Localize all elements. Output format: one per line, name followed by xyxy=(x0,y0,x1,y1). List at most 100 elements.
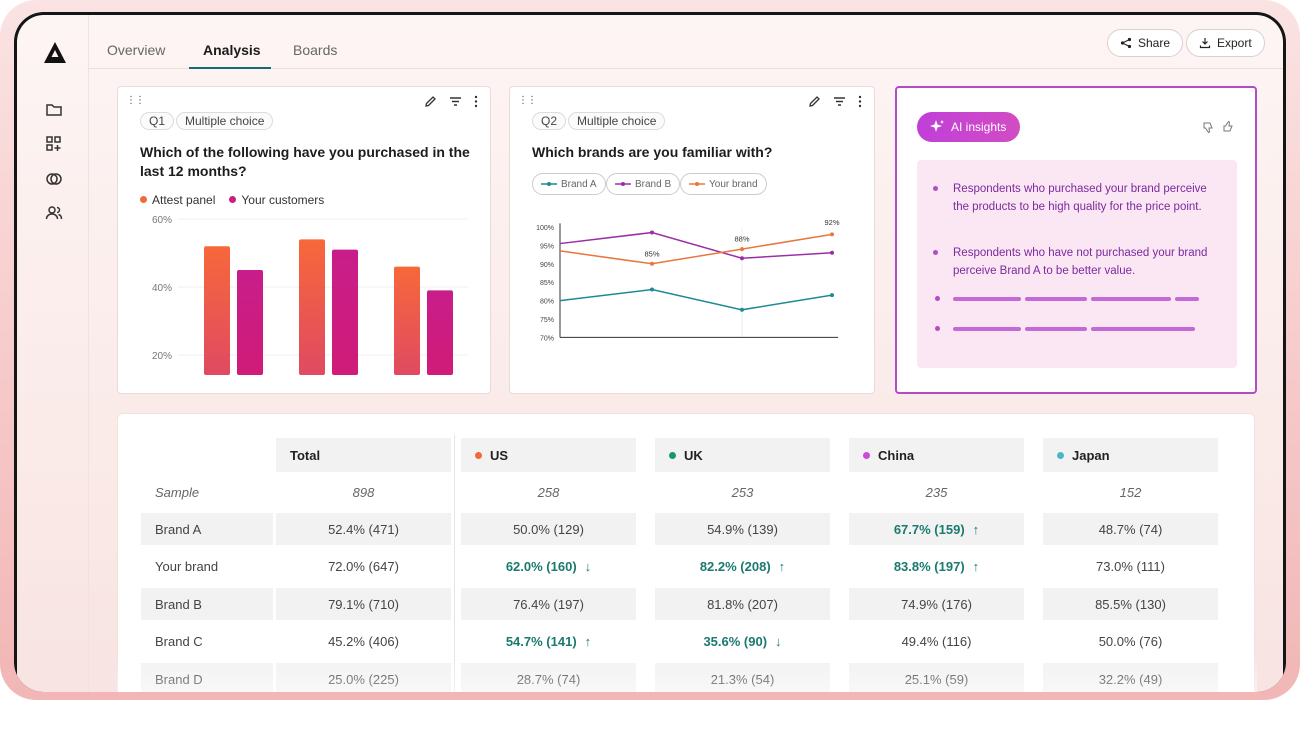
table-cell[interactable]: 85.5% (130) xyxy=(1043,588,1218,620)
filter-icon[interactable] xyxy=(449,95,462,108)
insight-item: Respondents who have not purchased your … xyxy=(933,244,1215,280)
dashboard-add-icon[interactable] xyxy=(45,135,63,153)
tab-analysis[interactable]: Analysis xyxy=(203,42,261,58)
column-header[interactable]: US xyxy=(461,438,636,472)
table-cell[interactable]: 54.7% (141) ↑ xyxy=(461,626,636,658)
table-cell[interactable]: 50.0% (76) xyxy=(1043,626,1218,658)
table-cell[interactable]: 25.1% (59) xyxy=(849,663,1024,692)
table-cell[interactable]: 67.7% (159) ↑ xyxy=(849,513,1024,545)
q1-card: ⋮⋮ Q1 Multiple choice Which of the follo… xyxy=(117,86,491,394)
table-cell[interactable]: 45.2% (406) xyxy=(276,626,451,658)
arrow-down-icon: ↓ xyxy=(775,634,782,649)
table-cell[interactable]: 25.0% (225) xyxy=(276,663,451,692)
table-cell[interactable]: 62.0% (160) ↓ xyxy=(461,551,636,583)
column-header[interactable]: Total xyxy=(276,438,451,472)
cell-value: 54.9% (139) xyxy=(707,521,778,537)
more-icon[interactable] xyxy=(474,95,478,108)
loading-line xyxy=(953,297,1021,301)
tab-boards[interactable]: Boards xyxy=(293,42,338,58)
drag-handle-icon[interactable]: ⋮⋮ xyxy=(126,95,145,106)
thumbs-up-icon[interactable] xyxy=(1223,120,1235,132)
question-number-chip: Q1 xyxy=(140,112,175,130)
legend-pill-your-brand[interactable]: Your brand xyxy=(680,173,767,195)
app-logo[interactable] xyxy=(43,41,67,65)
arrow-down-icon: ↓ xyxy=(584,559,592,574)
data-point xyxy=(830,232,834,237)
legend-pill-brand-a[interactable]: Brand A xyxy=(532,173,606,195)
column-header-label: Total xyxy=(290,447,321,463)
table-cell[interactable]: 32.2% (49) xyxy=(1043,663,1218,692)
table-cell[interactable]: 83.8% (197) ↑ xyxy=(849,551,1024,583)
thumbs-down-icon[interactable] xyxy=(1203,122,1215,134)
arrow-up-icon: ↑ xyxy=(584,634,592,649)
table-cell[interactable]: 21.3% (54) xyxy=(655,663,830,692)
users-icon[interactable] xyxy=(45,204,63,222)
table-cell[interactable]: 50.0% (129) xyxy=(461,513,636,545)
table-cell[interactable]: 73.0% (111) xyxy=(1043,551,1218,583)
table-cell[interactable]: 82.2% (208) ↑ xyxy=(655,551,830,583)
loading-line xyxy=(953,327,1021,331)
export-button[interactable]: Export xyxy=(1186,29,1265,57)
column-header[interactable]: China xyxy=(849,438,1024,472)
data-point xyxy=(650,287,654,292)
question-number-chip: Q2 xyxy=(532,112,567,130)
app-screen: Overview Analysis Boards Share Export ⋮⋮ xyxy=(17,15,1283,692)
cell-value: 35.6% (90) xyxy=(703,634,768,649)
insight-text: Respondents who have not purchased your … xyxy=(953,247,1208,277)
legend-label: Your brand xyxy=(709,178,758,190)
edit-icon[interactable] xyxy=(424,95,437,108)
table-cell[interactable]: 28.7% (74) xyxy=(461,663,636,692)
cell-value: 25.1% (59) xyxy=(904,671,969,687)
ai-insights-button[interactable]: AI insights xyxy=(917,112,1021,142)
y-tick-label: 20% xyxy=(152,351,172,362)
cell-value: 48.7% (74) xyxy=(1098,521,1163,537)
table-cell[interactable]: 48.7% (74) xyxy=(1043,513,1218,545)
arrow-up-icon: ↑ xyxy=(972,521,980,537)
row-label: Brand A xyxy=(141,513,273,545)
cell-value: 83.8% (197) xyxy=(893,559,965,574)
legend-label: Brand B xyxy=(635,178,672,190)
legend-attest-panel: Attest panel xyxy=(140,193,215,207)
table-cell[interactable]: 79.1% (710) xyxy=(276,588,451,620)
q2-line-chart: 100% 95% 90% 85% 80% 75% 70% 85% 88% 92% xyxy=(536,218,840,342)
q1-legend: Attest panel Your customers xyxy=(140,193,324,207)
column-header[interactable]: Japan xyxy=(1043,438,1218,472)
table-cell[interactable]: 35.6% (90) ↓ xyxy=(655,626,830,658)
sample-label: Sample xyxy=(155,484,200,500)
question-type-chip: Multiple choice xyxy=(568,112,666,130)
legend-pill-brand-b[interactable]: Brand B xyxy=(606,173,681,195)
cell-value: 81.8% (207) xyxy=(707,596,778,612)
bar xyxy=(299,239,325,375)
filter-icon[interactable] xyxy=(833,95,846,108)
tab-bar: Overview Analysis Boards xyxy=(89,15,1283,69)
table-cell[interactable]: 52.4% (471) xyxy=(276,513,451,545)
share-button[interactable]: Share xyxy=(1107,29,1184,57)
drag-handle-icon[interactable]: ⋮⋮ xyxy=(518,95,537,106)
tab-overview[interactable]: Overview xyxy=(107,42,166,58)
circles-icon[interactable] xyxy=(45,170,63,188)
table-cell[interactable]: 54.9% (139) xyxy=(655,513,830,545)
data-point xyxy=(830,293,834,298)
arrow-up-icon: ↑ xyxy=(778,559,786,574)
insight-item: Respondents who purchased your brand per… xyxy=(933,180,1215,216)
cell-value: 85.5% (130) xyxy=(1095,596,1166,612)
row-label: Your brand xyxy=(155,559,219,574)
table-cell[interactable]: 76.4% (197) xyxy=(461,588,636,620)
column-header[interactable]: UK xyxy=(655,438,830,472)
column-header-label: UK xyxy=(684,447,703,463)
q2-card-tools xyxy=(808,95,862,108)
cell-value: 28.7% (74) xyxy=(516,671,581,687)
table-cell[interactable]: 74.9% (176) xyxy=(849,588,1024,620)
ai-insights-panel: Respondents who purchased your brand per… xyxy=(917,160,1237,368)
table-cell[interactable]: 49.4% (116) xyxy=(849,626,1024,658)
y-tick-label: 70% xyxy=(540,335,554,342)
device-frame: Overview Analysis Boards Share Export ⋮⋮ xyxy=(14,12,1286,692)
data-label: 85% xyxy=(644,249,659,258)
more-icon[interactable] xyxy=(858,95,862,108)
data-point xyxy=(740,247,744,252)
edit-icon[interactable] xyxy=(808,95,821,108)
table-cell[interactable]: 72.0% (647) xyxy=(276,551,451,583)
bar xyxy=(204,246,230,375)
folder-icon[interactable] xyxy=(45,101,63,119)
table-cell[interactable]: 81.8% (207) xyxy=(655,588,830,620)
